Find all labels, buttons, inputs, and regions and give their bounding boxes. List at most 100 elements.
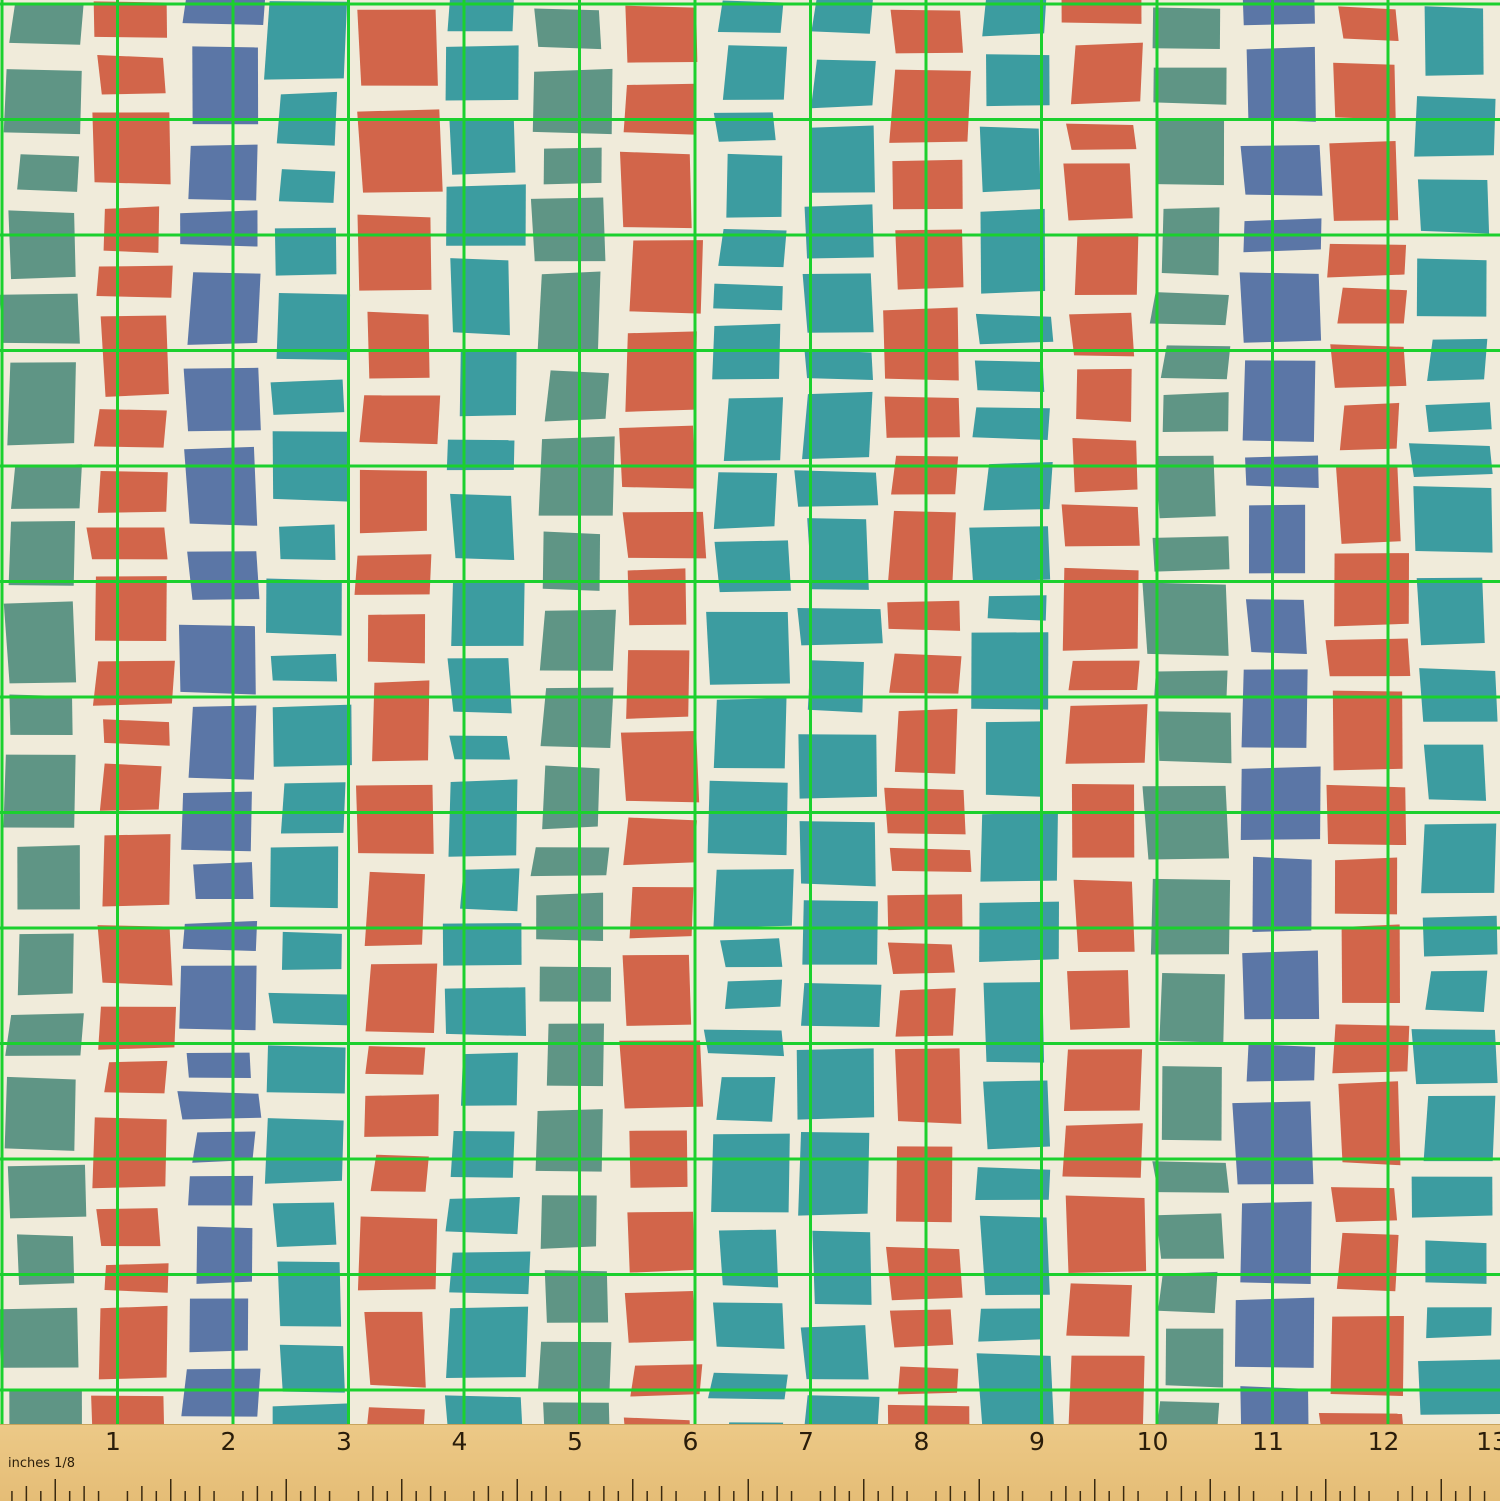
pattern-block <box>1159 973 1225 1043</box>
pattern-block <box>1062 567 1139 651</box>
pattern-block <box>1162 392 1229 433</box>
pattern-block <box>266 1045 346 1094</box>
pattern-block <box>540 687 614 748</box>
pattern-block <box>188 144 258 201</box>
pattern-block <box>707 780 788 856</box>
pattern-block <box>983 461 1053 511</box>
pattern-block <box>620 731 700 803</box>
ruler-number: 3 <box>336 1427 352 1456</box>
pattern-block <box>896 1146 953 1223</box>
pattern-block <box>279 1344 345 1393</box>
pattern-block <box>1067 970 1130 1030</box>
pattern-block <box>1061 0 1142 24</box>
pattern-block <box>460 868 520 912</box>
pattern-block <box>188 705 257 780</box>
pattern-block <box>708 1372 788 1400</box>
pattern-block <box>357 109 443 193</box>
pattern-block <box>983 1080 1051 1150</box>
pattern-block <box>365 1046 426 1075</box>
pattern-block <box>796 1048 875 1120</box>
pattern-block <box>180 210 258 247</box>
pattern-block <box>544 1270 609 1323</box>
pattern-block <box>1068 660 1140 691</box>
pattern-block <box>270 846 339 909</box>
pattern-block <box>372 680 430 762</box>
pattern-block <box>281 931 342 970</box>
pattern-block <box>17 933 74 996</box>
pattern-block <box>451 579 525 646</box>
pattern-block <box>367 614 426 664</box>
pattern-block <box>716 1077 776 1122</box>
pattern-block <box>16 1234 75 1286</box>
pattern-block <box>626 650 690 719</box>
pattern-block <box>91 1395 164 1424</box>
pattern-block <box>192 46 259 125</box>
pattern-block <box>5 1013 84 1056</box>
ruler-number: 12 <box>1367 1427 1400 1456</box>
pattern-block <box>728 1422 784 1424</box>
pattern-block <box>1161 1066 1222 1141</box>
pattern-block <box>1240 145 1323 196</box>
pattern-block <box>93 409 167 448</box>
pattern-block <box>0 293 80 344</box>
ruler-ticks <box>11 1479 1486 1501</box>
pattern-block <box>446 1306 529 1379</box>
pattern-block <box>980 208 1046 294</box>
pattern-block <box>1408 443 1493 477</box>
pattern-block <box>1154 670 1228 698</box>
pattern-block <box>1332 1024 1410 1074</box>
pattern-block <box>542 531 601 591</box>
pattern-block <box>1417 179 1490 234</box>
pattern-block <box>178 624 256 695</box>
pattern-block <box>804 204 874 259</box>
pattern-block <box>356 784 434 854</box>
pattern-block <box>1076 368 1132 422</box>
pattern-block <box>1329 140 1399 221</box>
pattern-block <box>1242 360 1316 442</box>
pattern-block <box>86 527 168 560</box>
pattern-block <box>1333 62 1396 120</box>
pattern-block <box>887 1404 970 1424</box>
fabric-pattern <box>0 0 1500 1424</box>
pattern-block <box>264 1118 344 1184</box>
pattern-block <box>3 754 76 828</box>
pattern-block <box>187 551 260 600</box>
pattern-block <box>986 54 1050 107</box>
pattern-block <box>538 436 615 516</box>
pattern-block <box>1066 123 1137 150</box>
pattern-block <box>624 1290 696 1343</box>
ruler-number: 10 <box>1136 1427 1169 1456</box>
pattern-block <box>1245 599 1307 654</box>
pattern-block <box>97 471 168 513</box>
pattern-block <box>810 59 876 109</box>
pattern-block <box>530 847 610 877</box>
pattern-block <box>804 349 873 380</box>
pattern-block <box>985 721 1042 797</box>
pattern-block <box>1338 6 1399 41</box>
pattern-block <box>95 576 167 642</box>
pattern-block <box>177 1091 262 1120</box>
pattern-block <box>1416 258 1487 317</box>
pattern-block <box>714 540 791 593</box>
pattern-block <box>1423 1095 1496 1162</box>
pattern-block <box>280 782 346 834</box>
pattern-block <box>797 607 883 646</box>
pattern-block <box>978 1308 1043 1342</box>
pattern-block <box>1165 1328 1224 1388</box>
inch-ruler: inches 1/8 1 2 3 4 5 6 7 8 9 10 11 12 13 <box>0 1424 1500 1501</box>
pattern-block <box>1240 1201 1312 1285</box>
pattern-block <box>370 1154 429 1192</box>
pattern-block <box>460 1052 518 1106</box>
pattern-block <box>3 601 77 684</box>
pattern-block <box>272 1403 350 1424</box>
pattern-block <box>619 1040 704 1109</box>
pattern-block <box>982 0 1047 37</box>
pattern-block <box>1413 486 1493 553</box>
pattern-block <box>183 367 261 432</box>
pattern-block <box>8 210 76 280</box>
pattern-block <box>4 1076 76 1151</box>
pattern-block <box>979 901 1059 963</box>
pattern-block <box>274 227 337 276</box>
pattern-block <box>532 68 613 135</box>
pattern-block <box>92 660 175 706</box>
